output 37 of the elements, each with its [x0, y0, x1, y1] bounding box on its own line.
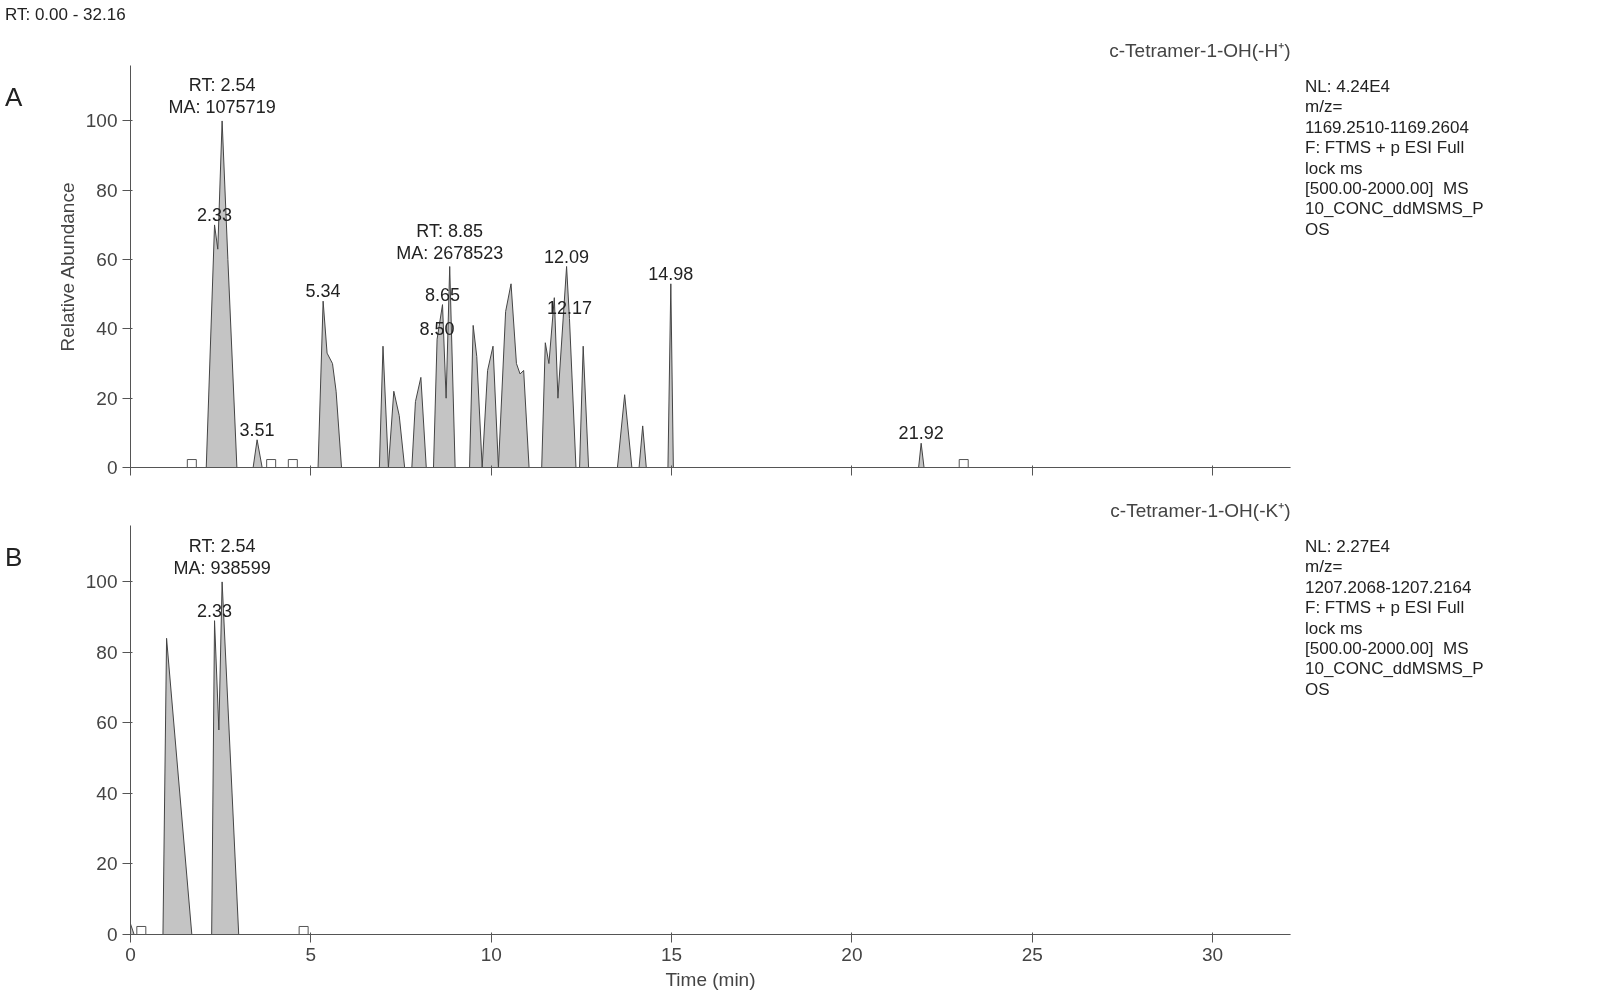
text: A [5, 82, 23, 114]
y-tick-label: 0 [106, 924, 118, 945]
text: NL: 4.24E4 m/z= 1169.2510-1169.2604 F: FTMS + p ESI Full lock ms [500.00-2000.00] MS 10_CONC_ddMSMS_P OS [1305, 77, 1484, 241]
annotation: 2.33 [197, 204, 233, 225]
y-tick-label: 20 [96, 387, 118, 409]
y-tick-label: 80 [96, 179, 118, 201]
x-axis-title: Time (min) [665, 968, 756, 990]
text: RT: 0.00 - 32.16 [5, 5, 126, 26]
x-tick-label: 5 [305, 943, 317, 965]
x-tick-label: 15 [660, 943, 683, 965]
annotation: 21.92 [898, 423, 944, 444]
annotation: RT: 8.85 MA: 2678523 [396, 220, 504, 263]
x-tick-label: 0 [125, 943, 136, 965]
x-tick-label: 10 [480, 943, 502, 965]
y-tick-label: 80 [96, 641, 118, 663]
annotation: RT: 2.54 MA: 938599 [173, 535, 271, 578]
annotation: 12.09 [544, 246, 590, 267]
text: NL: 2.27E4 m/z= 1207.2068-1207.2164 F: FTMS + p ESI Full lock ms [500.00-2000.00] MS 10_CONC_ddMSMS_P OS [1305, 537, 1484, 701]
y-tick-label: 60 [96, 249, 118, 271]
y-tick-label: 100 [85, 110, 118, 132]
y-tick-label: 40 [96, 782, 118, 804]
y-tick-label: 60 [96, 712, 118, 734]
x-tick-label: 25 [1021, 943, 1043, 965]
x-tick-label: 20 [841, 943, 863, 965]
annotation: RT: 2.54 MA: 1075719 [168, 74, 276, 117]
y-tick-label: 20 [96, 853, 118, 875]
annotation: 3.51 [239, 419, 275, 440]
chart-title: c-Tetramer-1-OH(-H⁺) [1109, 39, 1291, 61]
chart-title: c-Tetramer-1-OH(-K⁺) [1110, 499, 1291, 521]
y-tick-label: 40 [96, 318, 118, 340]
y-tick-label: 100 [85, 571, 118, 593]
x-tick-label: 30 [1202, 943, 1224, 965]
annotation: 14.98 [648, 263, 694, 284]
annotation: 5.34 [305, 281, 341, 302]
y-tick-label: 0 [106, 457, 118, 478]
y-axis-title: Relative Abundance [56, 182, 78, 352]
text: B [5, 542, 23, 574]
